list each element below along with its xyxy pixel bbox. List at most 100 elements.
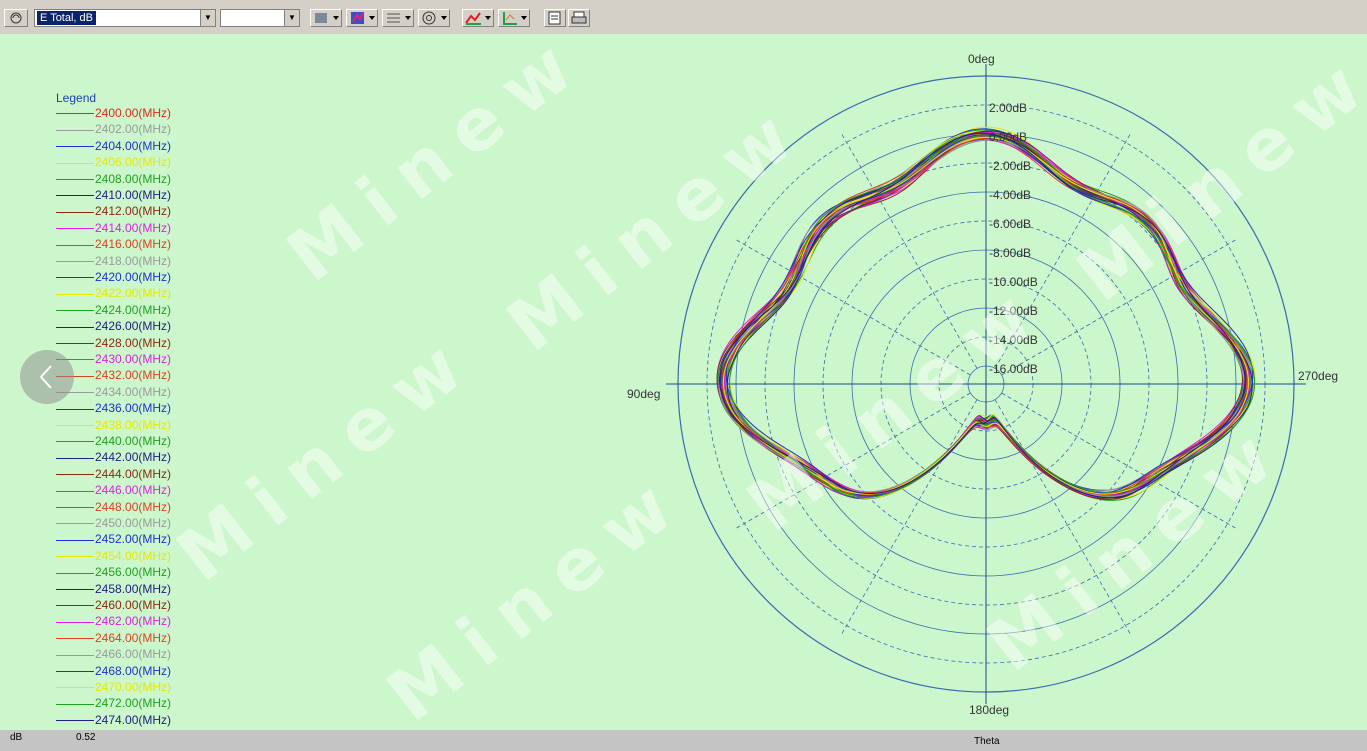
- trace-line: [719, 130, 1246, 500]
- legend-item: 2416.00(MHz): [56, 237, 171, 251]
- legend-label: 2474.00(MHz): [95, 712, 172, 727]
- chevron-down-icon[interactable]: ▼: [284, 10, 299, 26]
- grid-icon: [387, 13, 411, 23]
- legend-label: 2422.00(MHz): [95, 286, 172, 301]
- legend-label: 2424.00(MHz): [95, 302, 172, 317]
- trace-line: [724, 135, 1251, 496]
- legend-item: 2426.00(MHz): [56, 319, 171, 333]
- legend-label: 2426.00(MHz): [95, 319, 172, 334]
- legend-label: 2466.00(MHz): [95, 647, 172, 662]
- legend-line-swatch: [56, 244, 94, 246]
- legend-item: 2462.00(MHz): [56, 614, 171, 628]
- legend-line-swatch: [56, 474, 94, 476]
- trace-line: [716, 134, 1244, 499]
- legend-label: 2402.00(MHz): [95, 122, 172, 137]
- legend-item: 2450.00(MHz): [56, 516, 171, 530]
- legend-item: 2434.00(MHz): [56, 385, 171, 399]
- legend-line-swatch: [56, 490, 94, 492]
- legend-line-swatch: [56, 457, 94, 459]
- grid-button[interactable]: [382, 9, 414, 27]
- legend-line-swatch: [56, 392, 94, 394]
- legend-item: 2468.00(MHz): [56, 664, 171, 678]
- legend-label: 2470.00(MHz): [95, 680, 172, 694]
- legend-item: 2446.00(MHz): [56, 483, 171, 497]
- quantity-select[interactable]: E Total, dB ▼: [34, 9, 216, 27]
- print-icon: [571, 11, 587, 24]
- legend-item: 2456.00(MHz): [56, 565, 171, 579]
- legend-item: 2464.00(MHz): [56, 631, 171, 645]
- legend-item: 2470.00(MHz): [56, 680, 171, 694]
- status-value: 0.52: [76, 732, 96, 743]
- legend-item: 2436.00(MHz): [56, 401, 171, 415]
- legend-item: 2448.00(MHz): [56, 500, 171, 514]
- legend-label: 2410.00(MHz): [95, 188, 172, 202]
- trace-line: [723, 135, 1251, 496]
- status-unit: dB: [10, 732, 23, 743]
- legend-label: 2400.00(MHz): [95, 106, 172, 120]
- legend-item: 2400.00(MHz): [56, 106, 171, 120]
- legend-line-swatch: [56, 375, 94, 377]
- axis-button[interactable]: [498, 9, 530, 27]
- copy-button[interactable]: [544, 9, 566, 27]
- legend-label: 2446.00(MHz): [95, 483, 172, 498]
- legend-label: 2454.00(MHz): [95, 548, 172, 563]
- legend-item: 2452.00(MHz): [56, 532, 171, 546]
- print-button[interactable]: [568, 9, 590, 27]
- legend-line-swatch: [56, 129, 94, 131]
- legend-label: 2464.00(MHz): [95, 630, 172, 645]
- curve-button[interactable]: [462, 9, 494, 27]
- legend-item: 2432.00(MHz): [56, 368, 171, 382]
- trace-line: [720, 135, 1247, 498]
- trace-line: [721, 134, 1248, 497]
- polar-labels: 2.00dB 0.00dB -2.00dB -4.00dB -6.00dB -8.00dB…: [627, 52, 1338, 717]
- trace-line: [724, 132, 1251, 497]
- chevron-down-icon[interactable]: ▼: [200, 10, 215, 26]
- legend-label: 2452.00(MHz): [95, 532, 172, 547]
- polar-grid: [666, 64, 1306, 704]
- trace-line: [720, 136, 1248, 495]
- legend-label: 2450.00(MHz): [95, 516, 172, 530]
- legend-item: 2438.00(MHz): [56, 418, 171, 432]
- grid-spoke: [735, 239, 971, 376]
- legend-line-swatch: [56, 703, 94, 705]
- legend-item: 2402.00(MHz): [56, 122, 171, 136]
- legend-line-swatch: [56, 654, 94, 656]
- legend-line-swatch: [56, 621, 94, 623]
- angle-label-right: 270deg: [1298, 369, 1338, 383]
- legend-line-swatch: [56, 310, 94, 312]
- display-button[interactable]: [310, 9, 342, 27]
- color-map-button[interactable]: [346, 9, 378, 27]
- legend-label: 2434.00(MHz): [95, 384, 172, 399]
- legend-line-swatch: [56, 408, 94, 410]
- secondary-select[interactable]: ▼: [220, 9, 300, 27]
- status-bar: dB 0.52 Theta: [0, 730, 1367, 751]
- trace-line: [729, 135, 1256, 499]
- plot-area: Legend 2400.00(MHz) 2402.00(MHz) 2404.00(M…: [0, 34, 1367, 730]
- legend-line-swatch: [56, 228, 94, 230]
- legend-line-swatch: [56, 720, 94, 722]
- polar-button[interactable]: [418, 9, 450, 27]
- legend-line-swatch: [56, 211, 94, 213]
- polar-view-icon[interactable]: [4, 9, 28, 27]
- legend-line-swatch: [56, 178, 94, 180]
- radial-tick-label: -8.00dB: [989, 246, 1031, 260]
- axis-icon: [503, 12, 527, 25]
- legend-line-swatch: [56, 556, 94, 558]
- grid-spoke: [994, 399, 1131, 635]
- legend-label: 2440.00(MHz): [95, 434, 172, 448]
- legend-label: 2472.00(MHz): [95, 696, 172, 711]
- legend-label: 2404.00(MHz): [95, 138, 172, 153]
- legend-line-swatch: [56, 162, 94, 164]
- legend-line-swatch: [56, 113, 94, 115]
- trace-line: [725, 128, 1251, 500]
- trace-line: [719, 130, 1247, 499]
- legend-line-swatch: [56, 687, 94, 689]
- radiation-traces: [716, 126, 1256, 501]
- legend-item: 2442.00(MHz): [56, 450, 171, 464]
- grid-spoke: [735, 392, 971, 529]
- angle-label-left: 90deg: [627, 387, 660, 401]
- legend-line-swatch: [56, 670, 94, 672]
- nav-back-button[interactable]: [20, 350, 74, 404]
- legend-line-swatch: [56, 277, 94, 279]
- legend-item: 2414.00(MHz): [56, 221, 171, 235]
